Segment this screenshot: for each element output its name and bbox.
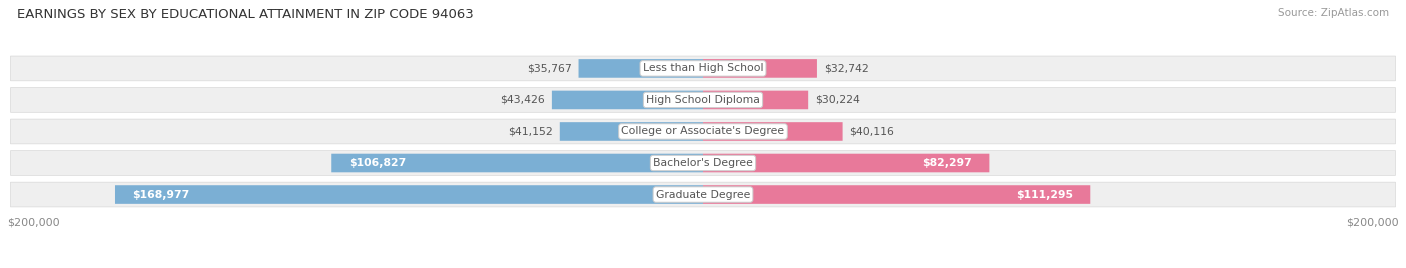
- FancyBboxPatch shape: [115, 185, 703, 204]
- FancyBboxPatch shape: [332, 154, 703, 172]
- FancyBboxPatch shape: [553, 91, 703, 109]
- Text: $168,977: $168,977: [132, 189, 190, 200]
- FancyBboxPatch shape: [703, 91, 808, 109]
- Text: $200,000: $200,000: [1347, 218, 1399, 228]
- Text: Source: ZipAtlas.com: Source: ZipAtlas.com: [1278, 8, 1389, 18]
- Text: $35,767: $35,767: [527, 64, 572, 73]
- FancyBboxPatch shape: [703, 185, 1090, 204]
- Text: High School Diploma: High School Diploma: [647, 95, 759, 105]
- FancyBboxPatch shape: [703, 122, 842, 141]
- Text: College or Associate's Degree: College or Associate's Degree: [621, 126, 785, 136]
- Text: Bachelor's Degree: Bachelor's Degree: [652, 158, 754, 168]
- FancyBboxPatch shape: [578, 59, 703, 78]
- Text: Graduate Degree: Graduate Degree: [655, 189, 751, 200]
- FancyBboxPatch shape: [10, 119, 1396, 144]
- Text: $106,827: $106,827: [349, 158, 406, 168]
- FancyBboxPatch shape: [10, 151, 1396, 175]
- Text: $32,742: $32,742: [824, 64, 869, 73]
- Text: $200,000: $200,000: [7, 218, 59, 228]
- FancyBboxPatch shape: [703, 154, 990, 172]
- FancyBboxPatch shape: [560, 122, 703, 141]
- Text: $43,426: $43,426: [501, 95, 546, 105]
- FancyBboxPatch shape: [10, 88, 1396, 112]
- Text: $40,116: $40,116: [849, 126, 894, 136]
- Text: $41,152: $41,152: [508, 126, 553, 136]
- Text: Less than High School: Less than High School: [643, 64, 763, 73]
- Text: EARNINGS BY SEX BY EDUCATIONAL ATTAINMENT IN ZIP CODE 94063: EARNINGS BY SEX BY EDUCATIONAL ATTAINMEN…: [17, 8, 474, 21]
- Text: $30,224: $30,224: [815, 95, 860, 105]
- Text: $82,297: $82,297: [922, 158, 972, 168]
- FancyBboxPatch shape: [10, 182, 1396, 207]
- FancyBboxPatch shape: [10, 56, 1396, 81]
- Text: $111,295: $111,295: [1017, 189, 1073, 200]
- FancyBboxPatch shape: [703, 59, 817, 78]
